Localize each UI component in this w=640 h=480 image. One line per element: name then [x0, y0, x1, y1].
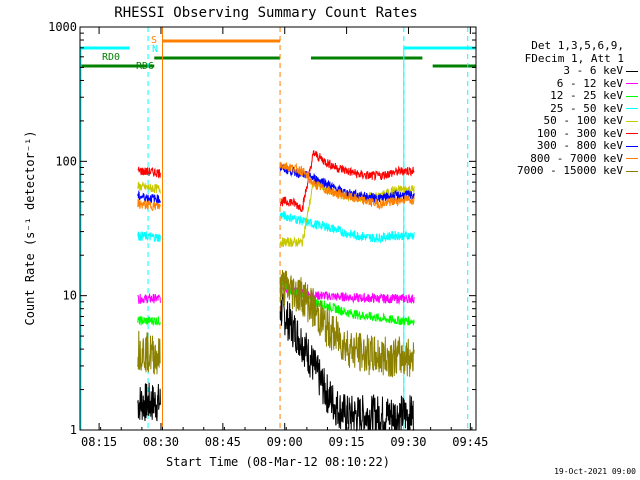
y-tick-label: 100 — [55, 154, 77, 168]
plot-frame — [79, 26, 477, 431]
legend: Det 1,3,5,6,9, FDecim 1, Att 1 3 - 6 keV… — [478, 39, 638, 178]
legend-entry: 300 - 800 keV — [478, 139, 638, 153]
legend-swatch — [626, 95, 638, 97]
legend-label: 6 - 12 keV — [556, 76, 623, 90]
x-tick-label: 08:15 — [81, 435, 117, 449]
series-line — [137, 166, 161, 179]
y-tick-label: 1000 — [48, 20, 77, 34]
chart-title: RHESSI Observing Summary Count Rates — [114, 5, 417, 21]
legend-entry: 800 - 7000 keV — [478, 151, 638, 166]
series-line — [137, 190, 161, 204]
legend-entry: 50 - 100 keV — [478, 114, 638, 128]
legend-label: 100 - 300 keV — [536, 126, 623, 140]
series-line — [279, 269, 415, 378]
series-line — [137, 382, 161, 422]
x-tick-label: 09:15 — [329, 435, 365, 449]
legend-swatch — [626, 108, 638, 110]
rd6-flag-label: RD6 — [136, 61, 154, 72]
legend-label: 50 - 100 keV — [543, 114, 623, 127]
interval-markers — [80, 27, 469, 430]
legend-swatch — [626, 70, 638, 72]
series-line — [137, 330, 161, 375]
series-line — [137, 230, 161, 242]
legend-label: 800 - 7000 keV — [530, 151, 623, 165]
rd0-flag-label: RD0 — [102, 52, 120, 63]
legend-swatch — [626, 170, 638, 172]
series-line — [279, 161, 415, 210]
legend-swatch — [626, 120, 638, 122]
y-tick-labels: 1 10 100 1000 — [48, 20, 77, 437]
y-tick-label: 10 — [63, 289, 77, 303]
series-line — [279, 150, 415, 213]
legend-entry: 3 - 6 keV — [478, 64, 638, 78]
x-tick-labels: 08:15 08:30 08:45 09:00 09:15 09:30 09:45 — [81, 435, 488, 449]
y-axis-label: Count Rate (s⁻¹ detector⁻¹) — [23, 130, 37, 325]
legend-entry: 100 - 300 keV — [478, 126, 638, 141]
legend-entry: 12 - 25 keV — [478, 89, 638, 103]
legend-entry: 7000 - 15000 keV — [478, 164, 638, 178]
series-line — [137, 198, 161, 212]
legend-label: 300 - 800 keV — [536, 139, 623, 152]
x-tick-label: 08:30 — [143, 435, 179, 449]
legend-label: 3 - 6 keV — [563, 64, 623, 77]
legend-rows: 3 - 6 keV 6 - 12 keV 12 - 25 keV 25 - 50 ke… — [478, 64, 638, 178]
timestamp: 19-Oct-2021 09:00 — [554, 467, 636, 476]
axis-ticks — [79, 27, 476, 431]
y-tick-label: 1 — [70, 423, 77, 437]
series-line — [279, 211, 415, 244]
s-flag-label: S — [151, 35, 157, 46]
x-tick-label: 09:45 — [452, 435, 488, 449]
series-lines — [137, 150, 415, 432]
n-flag-label: N — [152, 44, 158, 55]
series-line — [137, 181, 161, 194]
legend-label: 7000 - 15000 keV — [517, 164, 623, 177]
series-line — [279, 281, 415, 326]
series-line — [137, 315, 161, 326]
legend-entry: 6 - 12 keV — [478, 76, 638, 91]
legend-swatch — [626, 145, 638, 147]
series-line — [279, 178, 415, 248]
legend-header-detectors: Det 1,3,5,6,9, — [531, 39, 624, 52]
legend-swatch — [626, 83, 638, 85]
x-tick-label: 08:45 — [205, 435, 241, 449]
legend-swatch — [626, 158, 638, 160]
series-line — [279, 280, 415, 306]
x-tick-label: 09:30 — [390, 435, 426, 449]
series-line — [137, 292, 161, 304]
legend-label: 12 - 25 keV — [550, 89, 623, 102]
legend-entry: 25 - 50 keV — [478, 101, 638, 116]
x-axis-label: Start Time (08-Mar-12 08:10:22) — [166, 455, 390, 469]
legend-swatch — [626, 133, 638, 135]
legend-header-decimation: FDecim 1, Att 1 — [524, 51, 624, 65]
flag-bars: RD0 RD6 SN — [80, 35, 476, 72]
legend-label: 25 - 50 keV — [550, 101, 623, 115]
x-tick-label: 09:00 — [267, 435, 303, 449]
